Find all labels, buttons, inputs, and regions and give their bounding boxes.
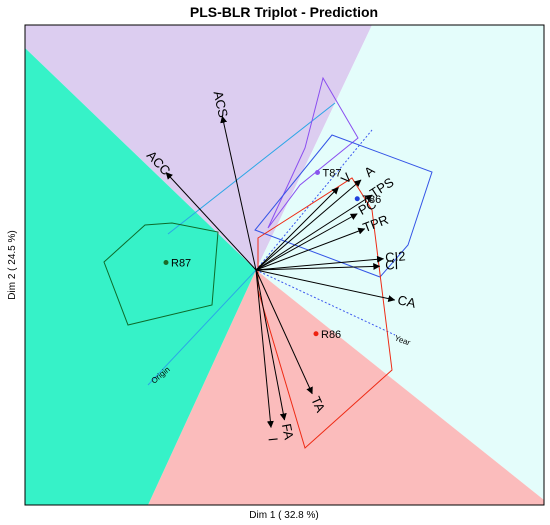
hull-t87 (267, 76, 359, 229)
var-label-fa: FA (279, 422, 297, 441)
arrow-fa (255, 269, 287, 421)
arrow-v (255, 187, 339, 271)
point-label-t86: T86 (362, 194, 381, 206)
year-axis (255, 269, 396, 336)
arrow-tps (255, 194, 373, 271)
point-r87 (163, 260, 169, 265)
point-label-r86: R86 (321, 329, 341, 341)
pink-region (148, 270, 544, 505)
chart-title: PLS-BLR Triplot - Prediction (190, 4, 378, 20)
observation-points: T87 T86 R87 R86 (163, 168, 381, 341)
point-label-t87: T87 (323, 168, 342, 180)
var-label-ci: CI (385, 257, 398, 272)
point-t87 (315, 170, 320, 175)
arrow-i (255, 269, 274, 428)
var-label-ca: CA (396, 292, 417, 311)
origin-axis (167, 102, 336, 235)
origin-axis-tail (147, 269, 257, 386)
arrow-ci (255, 262, 381, 271)
hull-r87 (103, 222, 219, 326)
arrow-pc (255, 213, 358, 271)
var-label-ta: TA (308, 394, 328, 415)
point-t86 (354, 196, 360, 202)
y-axis-label: Dim 2 ( 24.5 %) (7, 230, 18, 299)
arrow-tpr (255, 227, 366, 271)
arrow-ci2 (255, 255, 384, 271)
lavender-region (25, 25, 372, 270)
plot-frame (24, 24, 545, 506)
hull-t86 (254, 134, 433, 278)
var-label-i: I (265, 437, 280, 442)
arrow-ca (255, 269, 396, 303)
x-axis-label: Dim 1 ( 32.8 %) (249, 510, 318, 521)
arrow-acs (220, 115, 257, 271)
point-label-r87: R87 (171, 258, 191, 270)
lightcyan-region (256, 25, 544, 500)
var-label-ci2: CI2 (385, 248, 406, 265)
variable-arrows (165, 115, 396, 428)
arrow-ta (255, 269, 313, 395)
var-label-acs: ACS (211, 90, 231, 120)
point-r86 (313, 331, 319, 337)
teal-region (25, 48, 256, 505)
arrow-acc (165, 172, 257, 271)
arrow-a (255, 179, 362, 271)
